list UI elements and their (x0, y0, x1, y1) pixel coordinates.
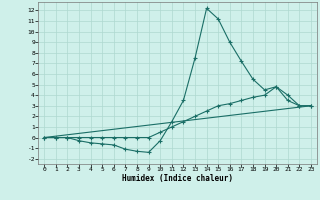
X-axis label: Humidex (Indice chaleur): Humidex (Indice chaleur) (122, 174, 233, 183)
